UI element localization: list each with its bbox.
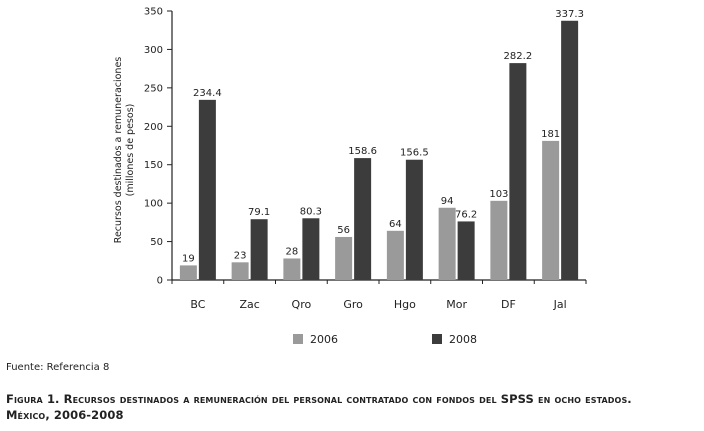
caption-line-1: Figura 1. Recursos destinados a remunera… (6, 392, 632, 406)
legend-label-2008: 2008 (449, 333, 477, 346)
bar-chart: 0 50 100 150 200 250 300 350 Recursos destinados… (113, 7, 587, 346)
y-axis-title-line-2: (millones de pesos) (125, 104, 136, 197)
y-tick-label: 100 (144, 199, 163, 210)
category-label: Hgo (394, 298, 416, 311)
legend-swatch-2006 (293, 334, 303, 344)
legend-swatch-2008 (432, 334, 442, 344)
category-label: Jal (553, 298, 567, 311)
category-label: Gro (343, 298, 363, 311)
y-tick-label: 0 (157, 276, 163, 287)
data-label-2008-df: 282.2 (504, 51, 533, 62)
data-label-2006-df: 103 (489, 189, 508, 200)
y-tick-label: 200 (144, 122, 163, 133)
bar-2006-qro (283, 258, 301, 280)
y-tick-label: 350 (144, 7, 163, 18)
bar-2006-mor (438, 207, 456, 280)
category-label: BC (190, 298, 205, 311)
legend-label-2006: 2006 (310, 333, 338, 346)
bar-2008-jal (561, 20, 579, 280)
category-label: Zac (239, 298, 259, 311)
bar-2006-bc (179, 265, 197, 280)
bar-2006-zac (231, 262, 249, 280)
bar-2008-mor (457, 221, 475, 280)
data-label-2008-qro: 80.3 (300, 206, 322, 217)
y-tick-label: 50 (150, 237, 163, 248)
y-tick-label: 150 (144, 160, 163, 171)
data-label-2008-bc: 234.4 (193, 88, 222, 99)
category-label: Qro (292, 298, 312, 311)
data-label-2008-hgo: 156.5 (400, 148, 429, 159)
bar-2006-df (490, 200, 508, 280)
bar-2008-df (509, 63, 527, 280)
data-label-2006-mor: 94 (441, 196, 454, 207)
data-label-2006-zac: 23 (234, 250, 247, 261)
caption-line-2: México, 2006-2008 (6, 408, 124, 422)
category-label: Mor (446, 298, 467, 311)
data-label-2006-bc: 19 (182, 253, 195, 264)
data-label-2008-mor: 76.2 (455, 209, 477, 220)
bar-2008-hgo (405, 159, 423, 280)
bar-2006-hgo (386, 230, 404, 280)
data-label-2006-qro: 28 (286, 246, 299, 257)
data-label-2006-jal: 181 (541, 129, 560, 140)
bar-2008-zac (250, 219, 268, 280)
data-label-2006-gro: 56 (337, 225, 350, 236)
bar-2008-gro (354, 158, 372, 280)
data-label-2006-hgo: 64 (389, 219, 402, 230)
chart-canvas: 0 50 100 150 200 250 300 350 Recursos destinados… (113, 7, 587, 346)
figure-caption: Figura 1. Recursos destinados a remunera… (6, 391, 700, 423)
y-axis-title-line-1: Recursos destinados a remuneraciones (113, 57, 124, 244)
data-label-2008-gro: 158.6 (348, 146, 377, 157)
source-note: Fuente: Referencia 8 (6, 362, 110, 373)
y-tick-label: 250 (144, 83, 163, 94)
bar-2006-gro (335, 236, 353, 280)
category-label: DF (501, 298, 516, 311)
y-tick-label: 300 (144, 45, 163, 56)
bar-2006-jal (542, 140, 560, 280)
data-label-2008-zac: 79.1 (248, 207, 270, 218)
bar-2008-qro (302, 218, 320, 280)
bar-2008-bc (198, 99, 216, 280)
data-label-2008-jal: 337.3 (555, 9, 584, 20)
